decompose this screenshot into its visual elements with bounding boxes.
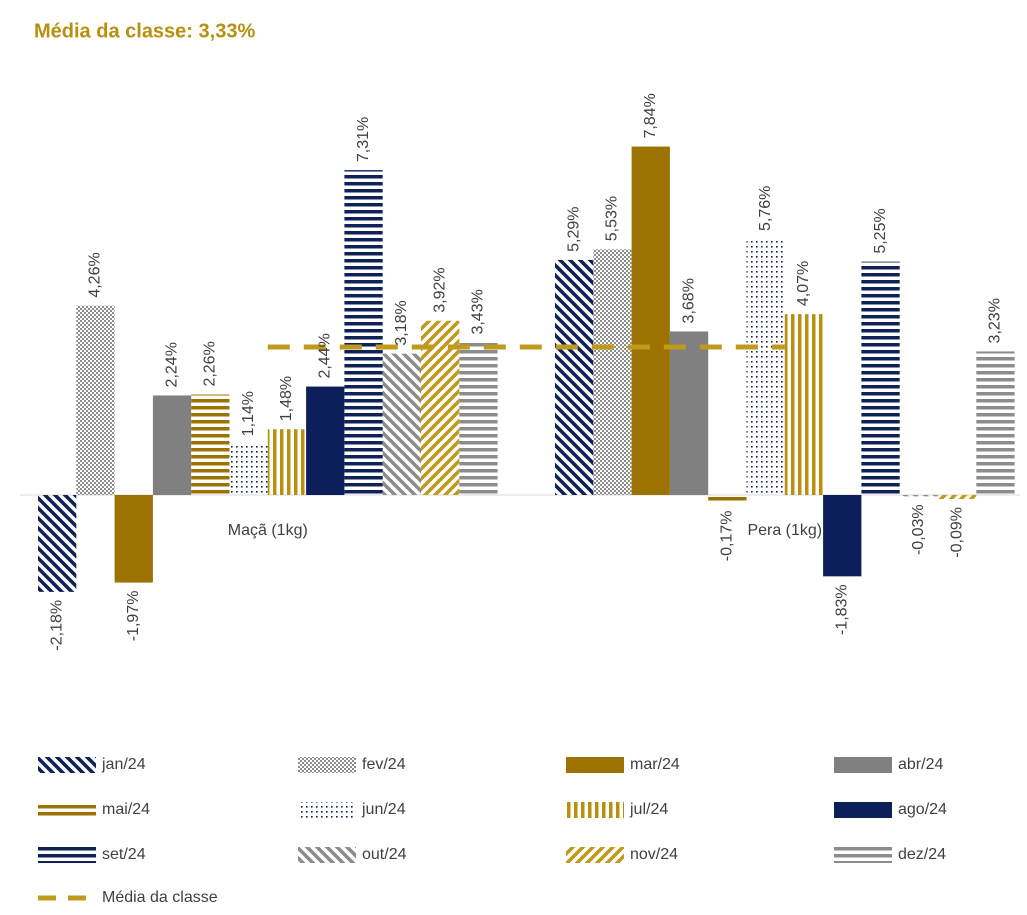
data-label: 3,92%	[431, 267, 448, 312]
legend-label: jun/24	[361, 801, 406, 818]
legend-label: abr/24	[898, 756, 943, 773]
legend-label: jul/24	[629, 801, 668, 818]
legend-label: jan/24	[101, 756, 146, 773]
legend-swatch	[298, 847, 356, 863]
bar	[191, 394, 230, 495]
bar	[593, 249, 632, 495]
bar	[976, 351, 1015, 495]
legend-label: set/24	[102, 846, 146, 863]
legend-swatch	[38, 847, 96, 863]
bar	[708, 495, 747, 503]
bar	[746, 239, 785, 495]
data-label: -2,18%	[48, 600, 65, 651]
data-label: -1,97%	[125, 591, 142, 642]
legend-swatch	[566, 802, 624, 818]
data-label: 7,84%	[642, 93, 659, 138]
legend-swatch	[38, 757, 96, 773]
chart-title: Média da classe: 3,33%	[34, 20, 255, 42]
legend-swatch	[566, 757, 624, 773]
bar	[823, 495, 862, 577]
bar	[861, 261, 900, 495]
data-label: 3,68%	[680, 278, 697, 323]
legend-label: Média da classe	[102, 889, 218, 906]
data-label: 4,07%	[795, 261, 812, 306]
data-label: -0,03%	[910, 504, 927, 555]
bar	[114, 495, 153, 583]
bar	[938, 495, 977, 499]
data-label: 3,18%	[393, 300, 410, 345]
bar	[267, 429, 307, 495]
bar	[784, 314, 824, 495]
x-tick-label: Maçã (1kg)	[228, 522, 308, 539]
bar	[152, 395, 192, 495]
legend-label: mar/24	[630, 756, 680, 773]
data-label: 5,25%	[872, 208, 889, 253]
data-label: 3,43%	[470, 289, 487, 334]
legend-swatch	[298, 757, 356, 773]
data-label: 7,31%	[355, 117, 372, 162]
bar	[421, 320, 460, 495]
bar	[38, 495, 77, 592]
bar	[382, 353, 421, 495]
data-label: 1,48%	[278, 376, 295, 421]
data-label: 1,14%	[240, 391, 257, 436]
data-label: 2,24%	[163, 342, 180, 387]
bar	[306, 386, 345, 495]
bar	[631, 146, 670, 496]
legend-label: out/24	[362, 846, 407, 863]
bar	[229, 444, 268, 495]
legend-swatch	[834, 802, 892, 818]
legend-swatch	[566, 847, 624, 863]
data-label: -0,09%	[948, 507, 965, 558]
data-label: -0,17%	[719, 511, 736, 562]
data-label: 2,44%	[316, 333, 333, 378]
data-label: 5,76%	[757, 186, 774, 231]
bar	[76, 305, 115, 495]
legend-label: mai/24	[102, 801, 150, 818]
x-tick-label: Pera (1kg)	[747, 522, 822, 539]
data-label: -1,83%	[833, 584, 850, 635]
bar	[899, 495, 938, 497]
legend-swatch	[38, 802, 96, 818]
bar	[669, 331, 709, 495]
data-label: 2,26%	[202, 341, 219, 386]
legend-label: dez/24	[898, 846, 946, 863]
data-label: 3,23%	[987, 298, 1004, 343]
data-label: 4,26%	[87, 252, 104, 297]
legend-swatch	[834, 847, 892, 863]
bar	[344, 170, 383, 495]
legend-label: nov/24	[630, 846, 678, 863]
legend-label: ago/24	[898, 801, 947, 818]
legend-swatch	[298, 802, 356, 818]
legend-swatch	[834, 757, 892, 773]
legend-label: fev/24	[362, 756, 406, 773]
bar	[555, 259, 594, 495]
data-label: 5,53%	[604, 196, 621, 241]
data-label: 5,29%	[565, 207, 582, 252]
bar	[459, 342, 498, 495]
